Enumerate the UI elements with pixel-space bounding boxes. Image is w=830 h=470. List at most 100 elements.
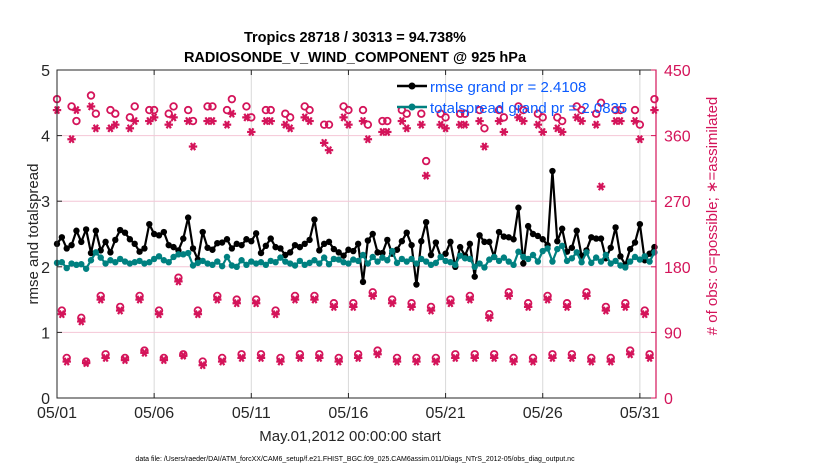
obs-assimilated-marker (407, 302, 416, 312)
obs-assimilated-marker (344, 120, 353, 129)
totalspread-point (432, 259, 440, 267)
totalspread-point (524, 255, 532, 263)
totalspread-point (223, 253, 231, 261)
rmse-point (568, 244, 576, 251)
rmse-point (350, 247, 357, 255)
obs-assimilated-marker (62, 357, 71, 366)
rmse-point (626, 245, 634, 253)
rmse-point (97, 247, 104, 254)
rmse-point (442, 250, 449, 257)
obs-possible-marker (91, 109, 101, 118)
rmse-point (116, 226, 124, 234)
totalspread-point (150, 255, 158, 263)
obs-assimilated-marker (266, 116, 275, 126)
obs-assimilated-marker (353, 353, 363, 363)
rmse-point (481, 238, 488, 246)
legend-rmse-label: rmse grand pr = 2.4108 (430, 79, 586, 96)
rmse-point (296, 243, 304, 251)
obs-assimilated-marker (339, 113, 348, 122)
rmse-point (87, 249, 95, 257)
rmse-point (495, 228, 503, 236)
obs-assimilated-marker (616, 116, 625, 126)
obs-assimilated-marker (465, 295, 475, 304)
obs-assimilated-marker (208, 116, 217, 126)
obs-possible-marker (67, 102, 76, 111)
obs-assimilated-marker (329, 302, 339, 312)
totalspread-point (175, 251, 182, 258)
obs-assimilated-marker (538, 127, 547, 137)
totalspread-point (563, 257, 571, 265)
totalspread-point (369, 253, 376, 261)
totalspread-point (646, 258, 653, 265)
totalspread-point (116, 255, 124, 263)
totalspread-point (257, 259, 265, 266)
obs-assimilated-marker (154, 309, 164, 319)
totalspread-point (583, 249, 590, 256)
x-tick-label: 05/26 (523, 405, 563, 422)
rmse-point (165, 241, 172, 249)
totalspread-point (456, 252, 464, 259)
totalspread-point (393, 259, 401, 267)
obs-assimilated-marker (115, 306, 125, 315)
rmse-point (141, 245, 148, 252)
rmse-point (524, 222, 532, 230)
obs-assimilated-marker (591, 120, 601, 129)
obs-assimilated-marker (271, 309, 280, 319)
obs-assimilated-marker (130, 116, 139, 126)
totalspread-point (277, 254, 284, 261)
totalspread-point (63, 264, 70, 272)
obs-possible-marker (149, 105, 159, 115)
rmse-point (505, 234, 512, 241)
legend: rmse grand pr = 2.4108 totalspread grand… (397, 79, 627, 117)
totalspread-point (359, 251, 367, 259)
rmse-point (413, 281, 420, 288)
rmse-point (476, 232, 483, 239)
totalspread-point (316, 260, 323, 267)
rmse-point (520, 260, 527, 267)
rmse-point (252, 230, 260, 237)
obs-assimilated-marker (543, 295, 552, 304)
obs-possible-marker (519, 105, 528, 115)
right-tick-label: 0 (664, 391, 673, 408)
rmse-point (369, 230, 376, 238)
totalspread-point (282, 258, 289, 265)
rmse-point (592, 235, 600, 242)
obs-possible-marker (130, 102, 139, 111)
totalspread-point (131, 259, 138, 266)
obs-assimilated-marker (562, 302, 572, 312)
obs-possible-marker (324, 120, 334, 129)
obs-possible-marker (494, 105, 504, 115)
rmse-point (597, 235, 605, 242)
obs-assimilated-marker (635, 135, 645, 144)
rmse-point (257, 249, 265, 257)
totalspread-point (248, 258, 255, 265)
totalspread-point (388, 247, 396, 255)
obs-possible-marker (383, 116, 392, 126)
right-tick-label: 180 (664, 260, 691, 277)
obs-possible-marker (402, 109, 411, 118)
obs-possible-marker (650, 94, 659, 104)
totalspread-point (379, 254, 386, 261)
obs-possible-marker (417, 109, 426, 118)
y-tick-label: 4 (41, 129, 50, 146)
obs-possible-marker (203, 102, 212, 111)
obs-assimilated-marker (426, 306, 436, 315)
totalspread-point (311, 257, 318, 264)
rmse-point (558, 225, 566, 232)
y-tick-label: 0 (41, 391, 50, 408)
right-tick-label: 270 (664, 194, 691, 211)
x-tick-label: 05/01 (37, 405, 77, 422)
obs-possible-marker (577, 105, 586, 115)
obs-assimilated-marker (86, 102, 96, 111)
totalspread-point (121, 258, 129, 265)
obs-possible-marker (242, 102, 251, 111)
rmse-point (214, 239, 221, 247)
totalspread-point (78, 260, 85, 268)
totalspread-point (403, 258, 410, 265)
obs-assimilated-marker (523, 302, 533, 312)
obs-possible-marker (285, 113, 295, 122)
obs-possible-marker (538, 113, 547, 122)
rmse-point (534, 232, 542, 240)
y-tick-label: 5 (41, 63, 50, 80)
y-axis-ticks: 0 1 2 3 4 5 (41, 63, 62, 408)
